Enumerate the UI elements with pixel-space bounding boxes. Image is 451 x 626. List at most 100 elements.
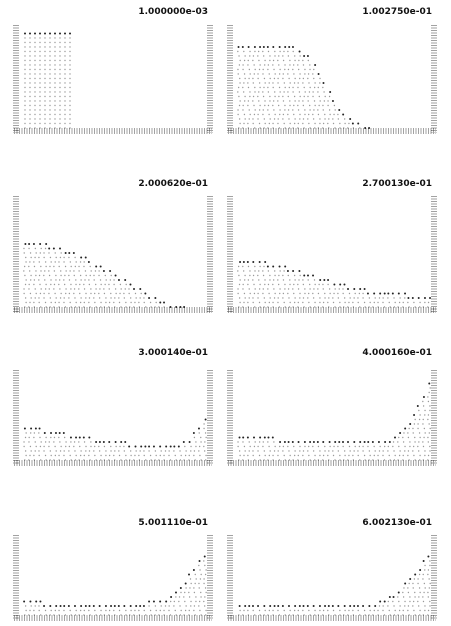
particle [264, 100, 266, 102]
particle [59, 46, 61, 48]
particle [29, 32, 31, 35]
particle [64, 122, 66, 125]
particle [353, 441, 356, 443]
particle [428, 578, 430, 580]
particle [49, 73, 51, 75]
particle [353, 605, 356, 607]
particle [239, 261, 242, 263]
particle [247, 279, 250, 281]
particle [419, 569, 422, 571]
particle [85, 445, 87, 448]
particle [312, 450, 315, 452]
particle [185, 605, 187, 607]
particle [287, 288, 290, 290]
particle [143, 450, 145, 452]
particle [306, 55, 309, 57]
particle [247, 459, 250, 461]
particle [53, 270, 56, 272]
particle [64, 55, 66, 57]
particle [168, 450, 170, 452]
particle [69, 46, 71, 48]
particle [24, 37, 26, 39]
particle [78, 436, 81, 439]
particle [95, 306, 97, 308]
particle [397, 596, 399, 598]
particle [272, 127, 274, 129]
particle [62, 432, 65, 434]
particle [374, 605, 377, 607]
particle [24, 306, 26, 308]
particle [38, 432, 40, 434]
particle [200, 591, 202, 594]
particle [297, 283, 299, 286]
particle [252, 55, 255, 57]
particle [64, 459, 67, 461]
particle [184, 582, 187, 585]
particle [63, 297, 65, 299]
particle [264, 454, 266, 457]
particle [324, 118, 326, 120]
particle [183, 306, 186, 308]
particle [59, 59, 61, 62]
particle [288, 297, 290, 299]
particle [44, 64, 46, 66]
particle [277, 82, 279, 84]
particle [427, 441, 429, 443]
particle [80, 256, 83, 259]
particle [277, 301, 279, 304]
particle [263, 265, 265, 268]
particle [29, 292, 32, 295]
particle [54, 432, 57, 434]
particle [34, 118, 36, 120]
particle [64, 100, 66, 102]
particle [63, 261, 65, 263]
particle [68, 297, 70, 299]
particle [78, 441, 80, 443]
particle [39, 41, 41, 44]
particle [387, 292, 390, 295]
particle [363, 609, 366, 612]
particle [363, 288, 366, 290]
particle [29, 46, 31, 48]
particle [278, 86, 281, 89]
particle [294, 450, 296, 452]
particle [339, 306, 341, 308]
particle [28, 270, 31, 272]
particle [198, 582, 200, 585]
particle [429, 405, 431, 407]
particle [54, 55, 56, 57]
particle [93, 297, 95, 299]
particle [155, 609, 157, 612]
particle [258, 82, 261, 84]
particle [133, 614, 135, 616]
particle [297, 104, 299, 107]
particle [302, 104, 305, 107]
particle [135, 297, 137, 299]
particle [303, 614, 305, 616]
particle [59, 104, 61, 107]
particle [418, 573, 421, 576]
particle [29, 454, 31, 457]
particle [44, 288, 47, 290]
particle [277, 283, 280, 286]
particle [34, 441, 36, 443]
particle [183, 459, 185, 461]
particle [54, 118, 56, 120]
particle [418, 432, 421, 434]
particle [259, 614, 261, 616]
particle [65, 445, 67, 448]
particle [317, 306, 320, 308]
particle [34, 68, 36, 71]
particle [39, 73, 41, 75]
particle [393, 297, 395, 299]
particle [59, 441, 61, 443]
particle [282, 274, 284, 277]
particle [267, 50, 270, 53]
panel-title: 5.001110e-01 [138, 518, 208, 528]
particle [253, 283, 255, 286]
particle [404, 450, 406, 452]
particle [114, 288, 117, 290]
particle [267, 283, 270, 286]
particle [278, 265, 281, 268]
particle [309, 283, 311, 286]
